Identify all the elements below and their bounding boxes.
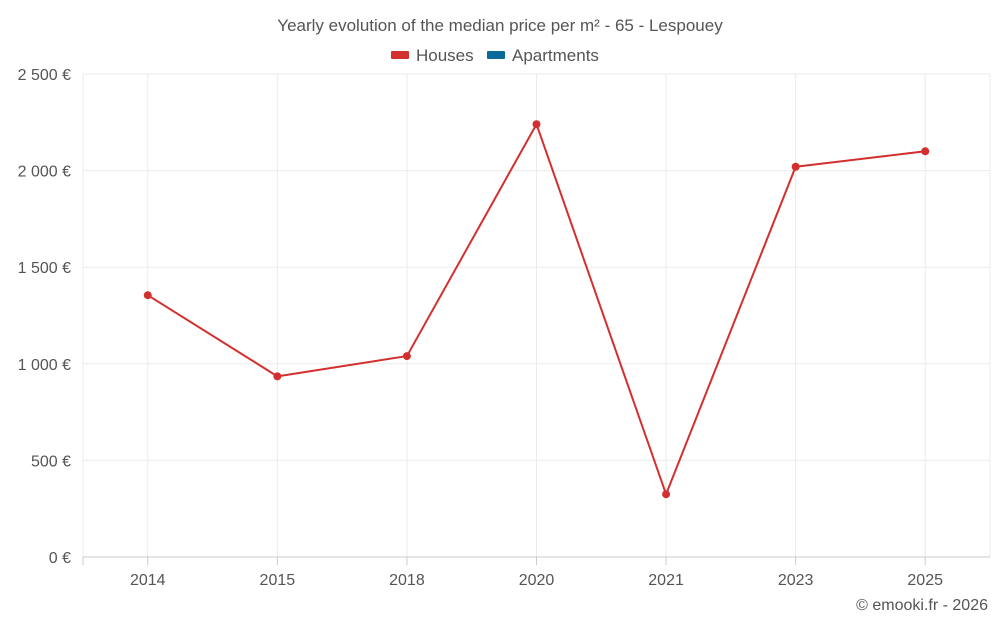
x-axis-tick-labels: 2014 2015 2018 2020 2021 2023 2025 xyxy=(130,572,943,589)
data-point-houses[interactable] xyxy=(791,162,800,171)
y-tick-label: 2 000 € xyxy=(18,164,71,181)
x-tick-label: 2015 xyxy=(260,572,296,589)
x-tick-label: 2021 xyxy=(648,572,684,589)
y-tick-label: 0 € xyxy=(49,550,71,567)
legend-swatch-houses xyxy=(391,51,409,59)
legend: Houses Apartments xyxy=(391,46,599,65)
y-tick-label: 2 500 € xyxy=(18,67,71,84)
data-point-houses[interactable] xyxy=(921,147,930,156)
grid xyxy=(82,73,991,557)
x-tick-label: 2014 xyxy=(130,572,166,589)
legend-label-houses: Houses xyxy=(416,46,474,65)
x-tick-label: 2025 xyxy=(907,572,943,589)
legend-item-houses[interactable]: Houses xyxy=(391,46,474,65)
y-tick-label: 1 000 € xyxy=(18,357,71,374)
legend-label-apartments: Apartments xyxy=(512,46,599,65)
data-point-houses[interactable] xyxy=(662,490,671,499)
series-houses xyxy=(143,120,930,499)
y-axis-tick-labels: 0 € 500 € 1 000 € 1 500 € 2 000 € 2 500 € xyxy=(18,67,71,567)
data-point-houses[interactable] xyxy=(402,352,411,361)
x-tick-label: 2018 xyxy=(389,572,425,589)
credit-text: © emooki.fr - 2026 xyxy=(856,597,988,614)
data-point-houses[interactable] xyxy=(143,291,152,300)
y-tick-label: 1 500 € xyxy=(18,260,71,277)
data-point-houses[interactable] xyxy=(532,120,541,129)
data-point-houses[interactable] xyxy=(273,372,282,381)
legend-item-apartments[interactable]: Apartments xyxy=(487,46,599,65)
axes xyxy=(82,556,990,565)
y-tick-label: 500 € xyxy=(31,453,71,470)
chart-title: Yearly evolution of the median price per… xyxy=(277,16,723,35)
x-tick-label: 2023 xyxy=(778,572,814,589)
legend-swatch-apartments xyxy=(487,51,505,59)
x-tick-label: 2020 xyxy=(519,572,555,589)
